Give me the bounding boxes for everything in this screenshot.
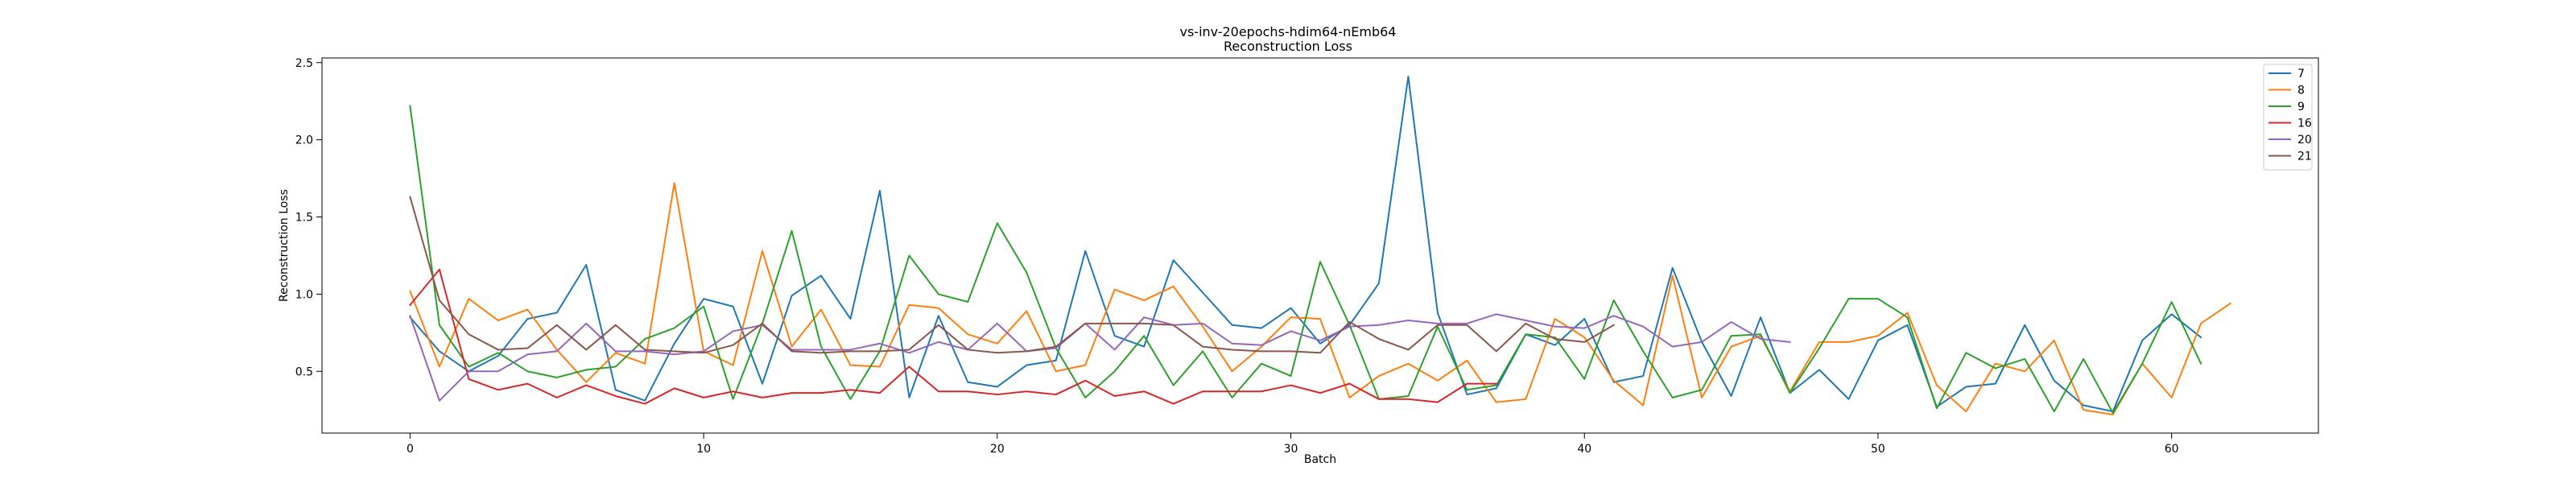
y-tick-label: 2.0 <box>295 134 313 147</box>
plot-area <box>321 57 2319 434</box>
legend-label-8: 8 <box>2297 85 2305 97</box>
series-line-21 <box>409 196 1616 354</box>
legend-box <box>2263 64 2313 171</box>
series-line-20 <box>409 313 1791 402</box>
chart-subtitle: Reconstruction Loss <box>1224 39 1352 54</box>
y-axis-title: Reconstruction Loss <box>278 189 291 302</box>
legend-label-21: 21 <box>2297 151 2312 163</box>
legend-label-20: 20 <box>2297 134 2312 147</box>
chart-title: vs-inv-20epochs-hdim64-nEmb64 <box>1180 24 1397 39</box>
legend-label-16: 16 <box>2297 118 2312 130</box>
x-tick-label: 10 <box>696 443 711 456</box>
y-tick-label: 0.5 <box>295 365 313 378</box>
series-line-9 <box>409 105 2202 415</box>
x-tick-label: 20 <box>990 443 1005 456</box>
series-layer <box>408 76 2231 415</box>
y-tick-label: 1.5 <box>295 212 313 225</box>
y-tick-label: 2.5 <box>295 57 313 70</box>
x-axis: 0 10 20 30 40 50 60 <box>407 433 2179 456</box>
legend-label-9: 9 <box>2297 101 2305 114</box>
y-axis: 0.5 1.0 1.5 2.0 2.5 <box>295 57 322 378</box>
series-line-7 <box>408 76 2202 413</box>
series-line-16 <box>409 268 1497 405</box>
legend: 7 8 9 16 20 21 <box>2263 64 2313 171</box>
x-tick-label: 0 <box>407 443 414 456</box>
legend-label-7: 7 <box>2297 68 2305 80</box>
x-tick-label: 40 <box>1577 443 1591 456</box>
y-tick-label: 1.0 <box>295 288 313 301</box>
x-tick-label: 50 <box>1871 443 1885 456</box>
x-axis-title: Batch <box>1304 453 1336 466</box>
x-tick-label: 30 <box>1284 443 1298 456</box>
x-tick-label: 60 <box>2165 443 2179 456</box>
series-line-8 <box>409 182 2231 415</box>
